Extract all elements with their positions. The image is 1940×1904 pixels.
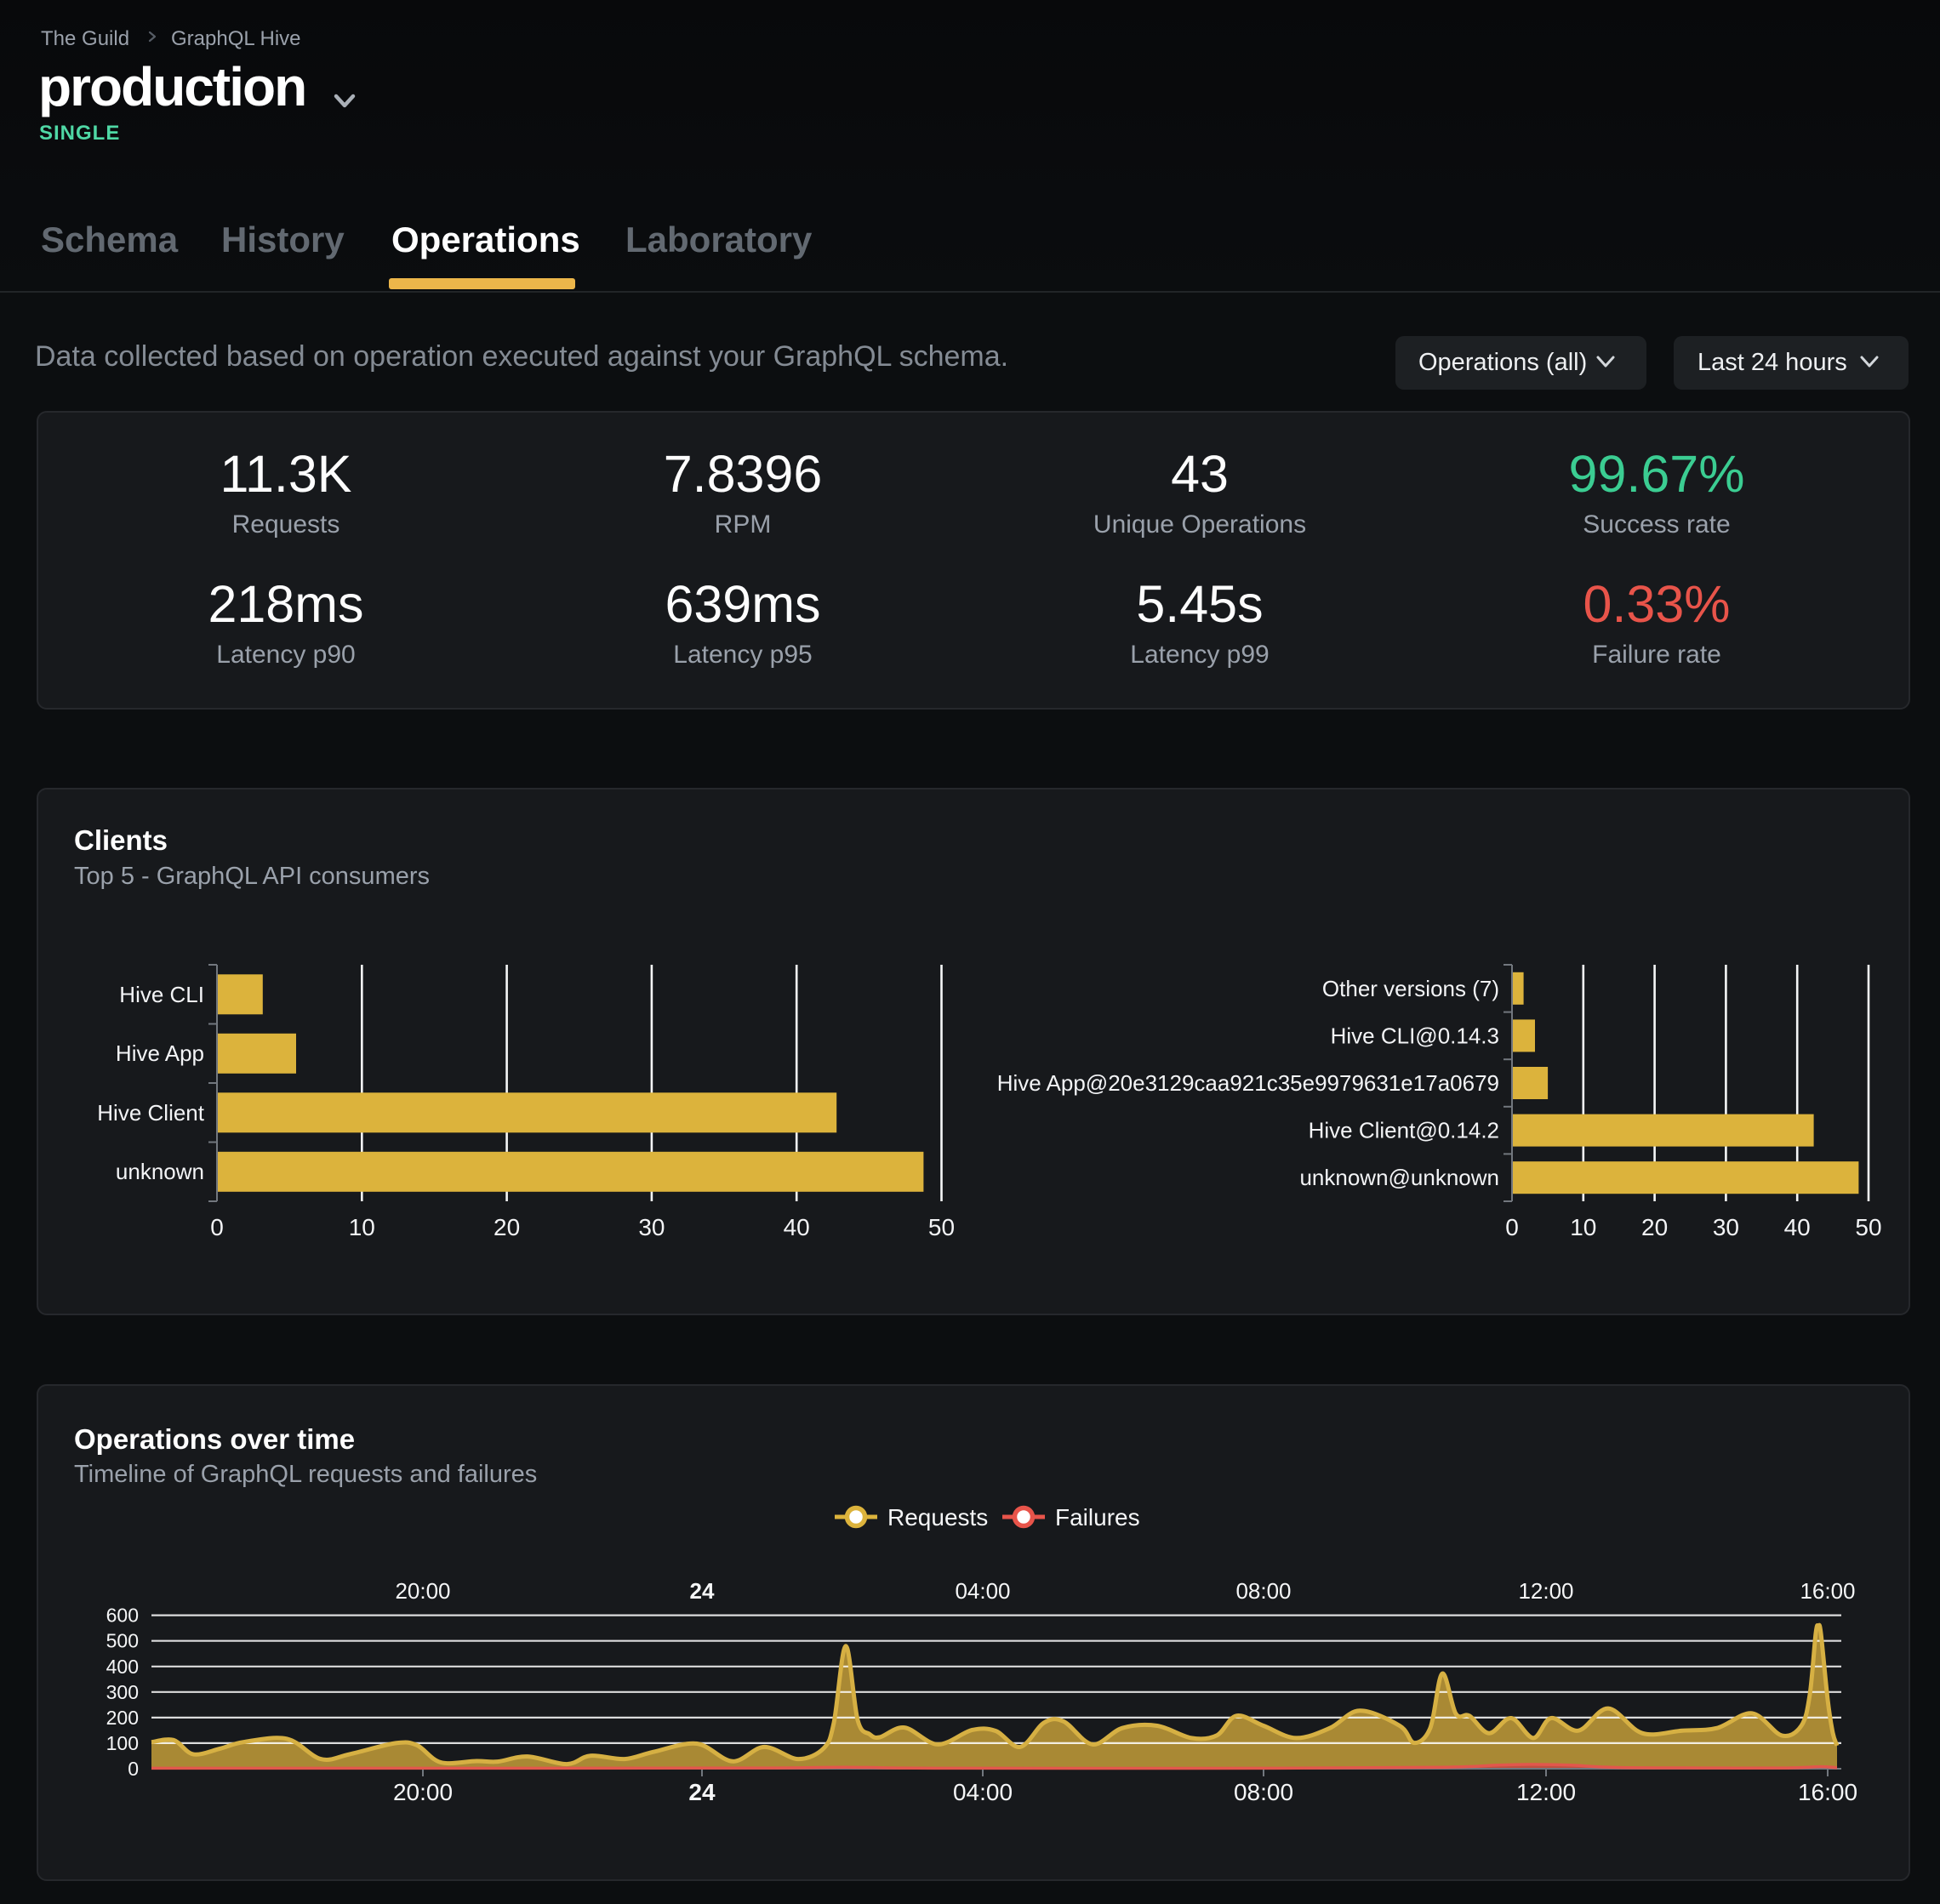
svg-text:50: 50 <box>1855 1214 1881 1240</box>
svg-text:600: 600 <box>106 1605 139 1627</box>
svg-text:0: 0 <box>128 1758 139 1780</box>
svg-text:04:00: 04:00 <box>953 1779 1013 1805</box>
svg-text:24: 24 <box>688 1779 716 1805</box>
svg-text:Requests: Requests <box>887 1504 988 1531</box>
svg-text:Hive CLI: Hive CLI <box>119 982 204 1007</box>
svg-text:Hive CLI@0.14.3: Hive CLI@0.14.3 <box>1331 1023 1499 1048</box>
svg-text:40: 40 <box>1784 1214 1811 1240</box>
svg-text:Hive Client: Hive Client <box>97 1100 204 1126</box>
svg-text:Other versions (7): Other versions (7) <box>1322 976 1499 1001</box>
svg-text:Failures: Failures <box>1055 1504 1140 1531</box>
svg-text:0: 0 <box>210 1214 224 1240</box>
svg-text:200: 200 <box>106 1707 139 1729</box>
svg-text:16:00: 16:00 <box>1800 1578 1855 1604</box>
svg-text:500: 500 <box>106 1630 139 1652</box>
svg-text:400: 400 <box>106 1656 139 1678</box>
svg-text:Hive App@20e3129caa921c35e9979: Hive App@20e3129caa921c35e9979631e17a067… <box>997 1070 1499 1096</box>
svg-text:20: 20 <box>494 1214 520 1240</box>
svg-text:10: 10 <box>349 1214 375 1240</box>
svg-text:300: 300 <box>106 1681 139 1703</box>
svg-text:04:00: 04:00 <box>955 1578 1010 1604</box>
svg-text:08:00: 08:00 <box>1235 1578 1291 1604</box>
svg-text:24: 24 <box>690 1578 715 1604</box>
svg-text:Hive Client@0.14.2: Hive Client@0.14.2 <box>1309 1118 1499 1143</box>
svg-text:12:00: 12:00 <box>1518 1578 1573 1604</box>
svg-text:unknown: unknown <box>116 1159 204 1184</box>
svg-text:0: 0 <box>1505 1214 1519 1240</box>
svg-text:50: 50 <box>928 1214 955 1240</box>
svg-text:10: 10 <box>1570 1214 1596 1240</box>
svg-text:unknown@unknown: unknown@unknown <box>1299 1165 1499 1190</box>
svg-text:30: 30 <box>1713 1214 1739 1240</box>
svg-text:12:00: 12:00 <box>1516 1779 1576 1805</box>
svg-text:30: 30 <box>638 1214 665 1240</box>
svg-text:Hive App: Hive App <box>116 1040 204 1066</box>
svg-text:20:00: 20:00 <box>395 1578 450 1604</box>
svg-text:20:00: 20:00 <box>393 1779 453 1805</box>
svg-text:40: 40 <box>784 1214 810 1240</box>
svg-text:16:00: 16:00 <box>1798 1779 1857 1805</box>
svg-text:08:00: 08:00 <box>1234 1779 1293 1805</box>
svg-text:20: 20 <box>1641 1214 1668 1240</box>
svg-text:100: 100 <box>106 1732 139 1754</box>
